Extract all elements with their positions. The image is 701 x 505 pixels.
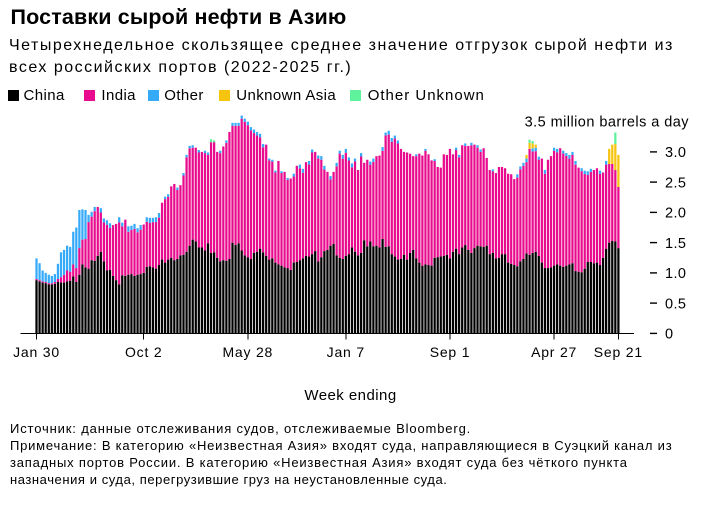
svg-text:2.5: 2.5 <box>665 175 686 191</box>
svg-text:Jan 7: Jan 7 <box>327 344 365 360</box>
svg-text:0.5: 0.5 <box>665 296 686 312</box>
svg-text:Oct 2: Oct 2 <box>125 344 162 360</box>
svg-text:Sep 21: Sep 21 <box>594 344 643 360</box>
svg-text:1.5: 1.5 <box>665 236 686 252</box>
svg-text:Apr 27: Apr 27 <box>531 344 577 360</box>
svg-text:3.5 million barrels a day: 3.5 million barrels a day <box>525 114 690 130</box>
svg-text:1.0: 1.0 <box>665 266 686 282</box>
svg-text:3.0: 3.0 <box>665 145 686 161</box>
svg-text:2.0: 2.0 <box>665 206 686 222</box>
svg-text:Jan 30: Jan 30 <box>13 344 60 360</box>
svg-text:May 28: May 28 <box>222 344 273 360</box>
svg-text:Sep 1: Sep 1 <box>430 344 471 360</box>
svg-text:0: 0 <box>665 327 673 343</box>
